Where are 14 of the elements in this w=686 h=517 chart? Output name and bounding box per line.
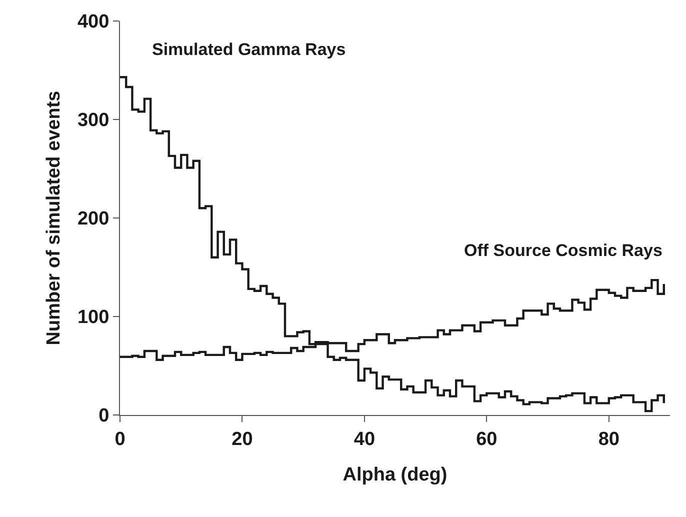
y-tick-label: 0	[98, 406, 110, 427]
series-label: Off Source Cosmic Rays	[464, 241, 662, 260]
x-tick-label: 40	[354, 428, 376, 450]
x-tick-label: 60	[476, 428, 498, 450]
x-tick-label: 80	[598, 428, 620, 450]
y-tick-label: 100	[77, 307, 110, 328]
series-label: Simulated Gamma Rays	[152, 40, 346, 59]
y-tick-label: 200	[77, 208, 110, 230]
y-tick-label: 300	[77, 110, 110, 132]
y-axis-title: Number of simulated events	[43, 90, 64, 346]
y-tick-label: 400	[77, 12, 110, 33]
x-axis-title: Alpha (deg)	[342, 464, 448, 486]
x-tick-label: 20	[232, 428, 253, 450]
x-tick-label: 0	[114, 428, 126, 450]
